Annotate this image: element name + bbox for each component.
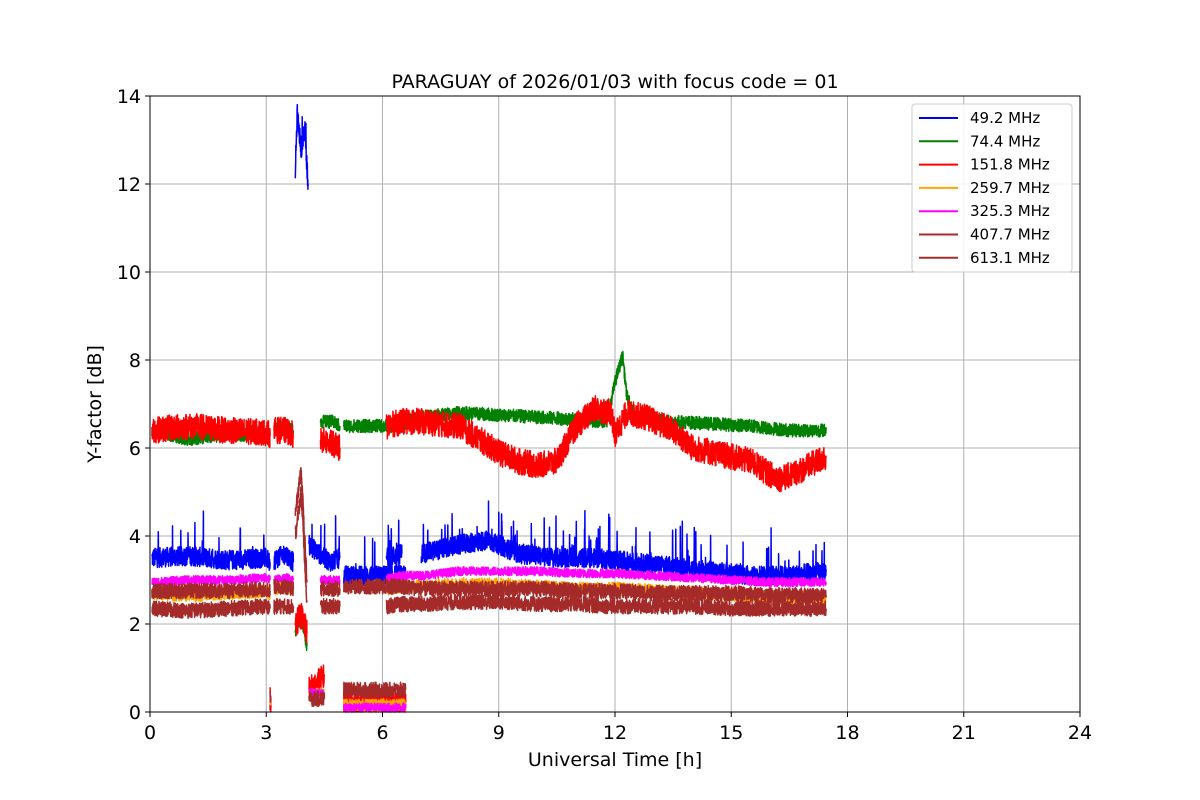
series-0-line-6 <box>385 519 403 568</box>
x-tick-label: 6 <box>376 722 388 744</box>
series-6-line-3 <box>319 580 341 598</box>
x-tick-label: 9 <box>493 722 505 744</box>
legend-box <box>911 103 1073 273</box>
y-axis-ticks: 0 2 4 6 8 10 12 14 <box>117 86 150 724</box>
series-2-line-7 <box>385 395 827 493</box>
legend-label: 613.1 MHz <box>970 249 1050 267</box>
series-0-line-2 <box>273 545 295 572</box>
series-5-line-7 <box>385 593 827 618</box>
series-5-line-6 <box>343 681 407 699</box>
series-5-line-4 <box>308 690 326 707</box>
x-axis-label: Universal Time [h] <box>528 749 702 771</box>
x-axis-ticks: 0 3 6 9 12 15 18 21 24 <box>144 712 1092 744</box>
legend: 49.2 MHz 74.4 MHz 151.8 MHz 259.7 MHz 32… <box>911 103 1073 273</box>
y-tick-label: 12 <box>117 174 141 196</box>
x-tick-label: 12 <box>603 722 627 744</box>
x-tick-label: 3 <box>260 722 272 744</box>
series-2-line-3 <box>294 602 308 644</box>
series-6-line-2 <box>294 486 308 603</box>
series-5-line-3 <box>294 467 308 583</box>
series-1-line-3 <box>319 414 341 432</box>
chart-title: PARAGUAY of 2026/01/03 with focus code =… <box>391 71 838 93</box>
y-tick-label: 4 <box>129 526 141 548</box>
series-0-line-3 <box>294 103 309 190</box>
series-2-line-0 <box>151 413 271 449</box>
series-5-line-0 <box>151 598 271 619</box>
legend-label: 49.2 MHz <box>970 109 1040 127</box>
legend-label: 74.4 MHz <box>970 132 1040 150</box>
x-tick-label: 21 <box>952 722 976 744</box>
series-6-line-5 <box>385 578 827 604</box>
y-tick-label: 10 <box>117 262 141 284</box>
series-5-line-5 <box>319 597 341 615</box>
y-axis-label: Y-factor [dB] <box>84 345 106 464</box>
series-6-line-1 <box>273 578 295 597</box>
y-tick-label: 6 <box>129 438 141 460</box>
series-6 <box>151 486 827 604</box>
legend-label: 407.7 MHz <box>970 226 1050 244</box>
y-tick-label: 8 <box>129 350 141 372</box>
x-tick-label: 15 <box>719 722 743 744</box>
series-4-line-6 <box>385 566 827 588</box>
series-0-line-4 <box>308 515 341 572</box>
y-tick-label: 14 <box>117 86 141 108</box>
x-tick-label: 18 <box>835 722 859 744</box>
series-area <box>151 103 827 713</box>
y-tick-label: 0 <box>129 702 141 724</box>
y-tick-label: 2 <box>129 614 141 636</box>
legend-label: 151.8 MHz <box>970 156 1050 174</box>
series-6-line-0 <box>151 581 271 600</box>
x-tick-label: 24 <box>1068 722 1092 744</box>
series-2-line-5 <box>319 426 341 462</box>
series-5 <box>151 467 827 707</box>
series-4-line-4 <box>319 574 341 586</box>
legend-label: 259.7 MHz <box>970 179 1050 197</box>
series-4-line-5 <box>343 702 407 713</box>
series-4-line-2 <box>273 573 295 585</box>
series-5-line-1 <box>269 691 272 704</box>
series-5-line-2 <box>273 598 295 615</box>
legend-label: 325.3 MHz <box>970 202 1050 220</box>
series-0-line-0 <box>151 510 271 571</box>
x-tick-label: 0 <box>144 722 156 744</box>
series-2-line-2 <box>273 416 295 449</box>
